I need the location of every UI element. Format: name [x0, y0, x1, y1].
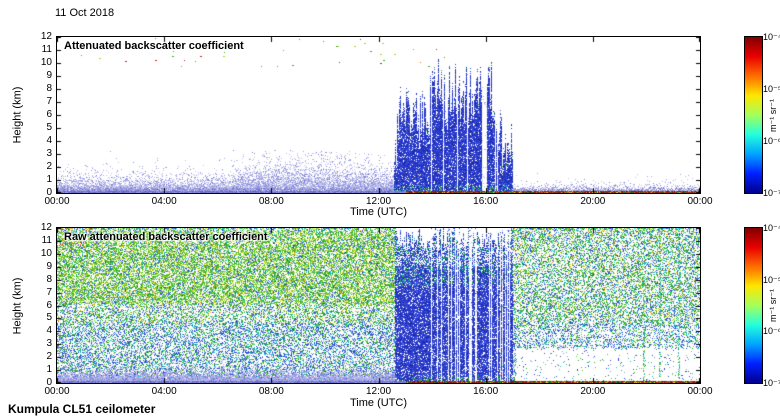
colorbar-unit-bottom: m⁻¹ sr⁻¹: [766, 228, 780, 383]
colorbar-bottom: [744, 227, 763, 384]
y-tick-label: 11: [41, 234, 52, 246]
y-tick-label: 2: [46, 351, 52, 363]
x-tick-label: 08:00: [258, 196, 284, 207]
x-tick-label: 12:00: [365, 386, 392, 397]
colorbar-tick-label: 10⁻⁴: [763, 223, 780, 233]
y-tick-label: 12: [40, 222, 52, 233]
y-tick-label: 9: [46, 70, 52, 81]
y-tick-label: 4: [46, 325, 52, 337]
y-tick-label: 3: [46, 338, 52, 350]
x-tick-label: 00:00: [687, 386, 713, 397]
x-tick-label: 20:00: [580, 196, 606, 207]
colorbar-tick-label: 10⁻⁵: [763, 274, 780, 285]
plot-raw-attenuated-backscatter: [56, 227, 701, 384]
plot-title-attenuated: Attenuated backscatter coefficient: [64, 40, 244, 52]
colorbar-tick-label: 10⁻⁶: [763, 136, 780, 146]
x-axis-label-bottom: Time (UTC): [349, 397, 408, 409]
y-tick-label: 11: [41, 44, 52, 55]
x-tick-label: 00:00: [687, 196, 713, 207]
y-tick-label: 8: [46, 273, 52, 285]
x-tick-label: 04:00: [151, 196, 177, 207]
plot-attenuated-backscatter: [56, 36, 701, 194]
colorbar-tick-label: 10⁻⁶: [763, 326, 780, 337]
y-tick-label: 7: [46, 96, 52, 107]
y-tick-label: 1: [46, 174, 52, 185]
heatmap-raw-attenuated-backscatter: [57, 228, 700, 383]
y-tick-label: 5: [46, 122, 52, 133]
plot-title-raw-attenuated: Raw attenuated backscatter coefficient: [64, 231, 268, 243]
colorbar-unit-bottom-text: m⁻¹ sr⁻¹: [767, 289, 778, 322]
y-tick-label: 1: [46, 364, 52, 376]
x-tick-label: 12:00: [365, 196, 392, 207]
x-tick-label: 04:00: [151, 386, 177, 397]
colorbar-tick-label: 10⁻⁷: [763, 188, 780, 198]
y-tick-label: 12: [40, 31, 52, 42]
y-tick-label: 8: [46, 83, 52, 94]
y-tick-label: 2: [46, 161, 52, 172]
y-tick-label: 7: [46, 286, 52, 298]
y-tick-label: 6: [46, 299, 52, 311]
colorbar-top: [744, 36, 763, 194]
colorbar-tick-label: 10⁻⁷: [763, 378, 780, 388]
y-tick-label: 4: [46, 135, 52, 146]
colorbar-unit-top: m⁻¹ sr⁻¹: [766, 37, 780, 193]
y-tick-label: 10: [40, 247, 52, 259]
y-tick-label: 9: [46, 260, 52, 272]
instrument-label: Kumpula CL51 ceilometer: [8, 402, 156, 416]
y-tick-label: 0: [46, 187, 52, 198]
colorbar-tick-label: 10⁻⁵: [763, 84, 780, 94]
heatmap-attenuated-backscatter: [57, 37, 700, 193]
y-tick-label: 0: [46, 377, 52, 388]
x-axis-label-top: Time (UTC): [349, 206, 408, 218]
y-tick-label: 3: [46, 148, 52, 159]
y-tick-label: 10: [40, 57, 52, 68]
x-tick-label: 08:00: [258, 386, 284, 397]
x-tick-label: 16:00: [473, 196, 499, 207]
colorbar-tick-label: 10⁻⁴: [763, 32, 780, 42]
y-tick-label: 5: [46, 312, 52, 324]
x-tick-label: 16:00: [473, 386, 499, 397]
colorbar-unit-top-text: m⁻¹ sr⁻¹: [767, 98, 778, 132]
y-tick-label: 6: [46, 109, 52, 120]
date-label: 11 Oct 2018: [55, 7, 115, 19]
x-tick-label: 20:00: [580, 386, 606, 397]
x-tick-label: 00:00: [44, 196, 70, 207]
x-tick-label: 00:00: [44, 386, 70, 397]
